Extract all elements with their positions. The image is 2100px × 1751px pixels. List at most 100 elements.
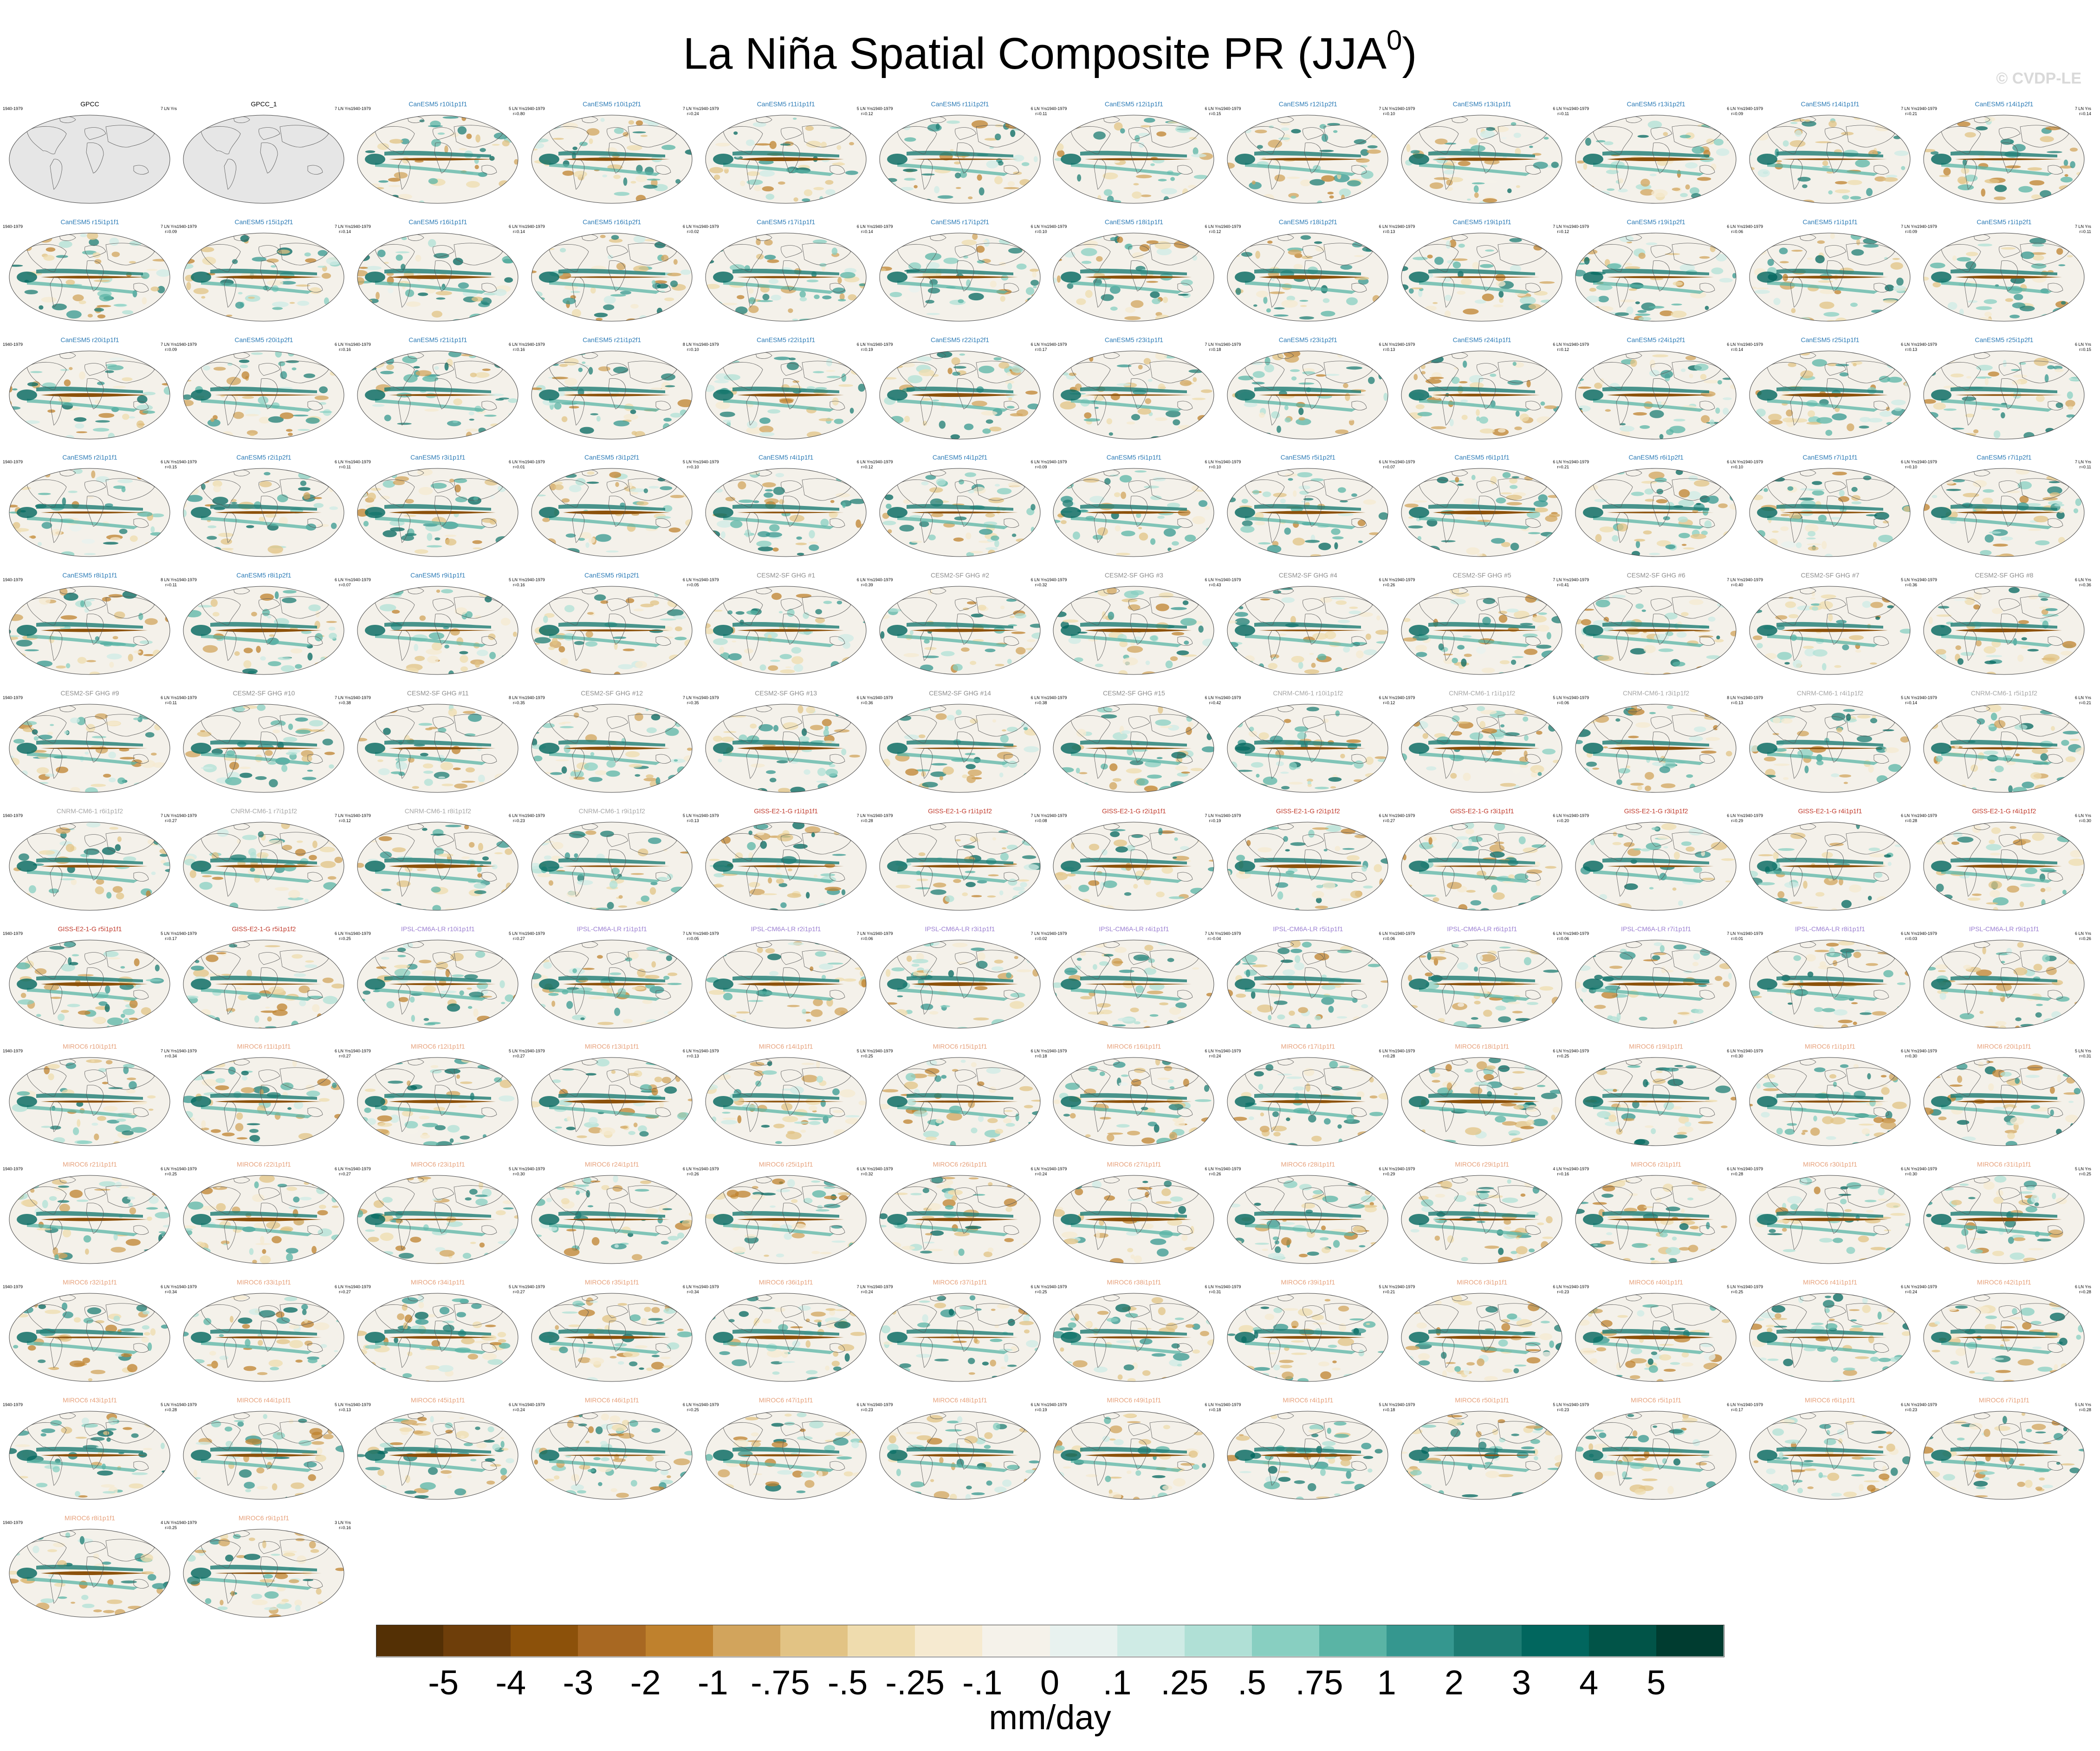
anomaly-blob (200, 246, 214, 252)
anomaly-blob (488, 393, 504, 396)
map-panel: CanESM5 r25i1p2f1 1940-1979 6 LN Yrs r=0.15 (1917, 336, 2091, 451)
anomaly-blob (1718, 503, 1728, 508)
coastline (920, 159, 933, 190)
coastline (1873, 401, 1889, 410)
map-panel-field (531, 350, 693, 440)
coastline (1149, 478, 1199, 501)
anomaly-blob (370, 488, 381, 491)
anomaly-blob (1057, 150, 1065, 157)
anomaly-blob (1251, 180, 1256, 185)
anomaly-blob (1032, 660, 1040, 667)
anomaly-blob (193, 590, 209, 595)
coastline (2048, 283, 2063, 292)
anomaly-blob (1656, 540, 1671, 547)
title-superscript: 0 (1386, 25, 1402, 56)
anomaly-blob (502, 140, 510, 147)
anomaly-blob (1053, 126, 1062, 130)
map-panel-stats: 7 LN Yrs r=0.24 (683, 106, 699, 117)
map-panel-field (1923, 586, 2085, 675)
map-panel: CESM2-SF GHG #13 1940-1979 6 LN Yrs r=0.36 (699, 689, 873, 804)
map-panel-field (531, 115, 693, 204)
anomaly-blob (546, 671, 563, 675)
anomaly-blob (1724, 599, 1733, 603)
anomaly-blob (2018, 620, 2029, 624)
anomaly-blob (265, 750, 273, 756)
anomaly-blob (713, 199, 729, 203)
map-panel-event-count: 6 LN Yrs (856, 460, 873, 465)
anomaly-blob (2038, 199, 2054, 203)
anomaly-blob (1879, 376, 1891, 383)
anomaly-blob (1756, 530, 1765, 538)
anomaly-blob (1594, 499, 1607, 502)
coastline (1593, 480, 1633, 508)
map-panel-period: 1940-1979 (1047, 460, 1067, 465)
wet-band-south (375, 280, 486, 294)
anomaly-blob (128, 654, 133, 662)
anomaly-blob (1648, 472, 1665, 480)
anomaly-blob (953, 365, 966, 369)
anomaly-blob (1896, 603, 1908, 606)
anomaly-blob (1457, 290, 1466, 295)
map-panel-stats: 6 LN Yrs r=0.10 (1727, 460, 1743, 470)
anomaly-blob (1757, 169, 1770, 177)
anomaly-blob (1206, 428, 1212, 430)
anomaly-blob (473, 497, 478, 502)
anomaly-blob (381, 706, 398, 713)
wet-band-south (1245, 398, 1357, 412)
anomaly-blob (512, 175, 518, 178)
anomaly-blob (9, 661, 19, 666)
anomaly-blob (1287, 176, 1301, 179)
map-panel-event-count: 6 LN Yrs (335, 577, 351, 583)
anomaly-blob (226, 314, 233, 317)
anomaly-blob (673, 259, 678, 265)
coastline (1790, 395, 1803, 426)
anomaly-blob (1750, 189, 1758, 193)
anomaly-blob (1412, 551, 1428, 557)
wet-band-south (1767, 163, 1879, 176)
anomaly-blob (705, 249, 717, 253)
anomaly-blob (183, 771, 190, 779)
coastline (1846, 243, 1895, 266)
map-panel-title: CanESM5 r9i1p1f1 (410, 571, 466, 579)
anomaly-blob (1325, 321, 1340, 324)
coastline (920, 277, 933, 308)
anomaly-blob (1280, 122, 1291, 126)
anomaly-blob (1982, 674, 1990, 675)
anomaly-blob (445, 538, 457, 546)
coastline (26, 244, 67, 272)
anomaly-blob (886, 551, 892, 557)
anomaly-blob (1109, 432, 1114, 436)
maritime-continent-anomaly (17, 271, 37, 283)
map-border (9, 586, 170, 675)
anomaly-blob (1540, 401, 1545, 406)
anomaly-blob (1879, 410, 1892, 417)
anomaly-blob (988, 497, 1004, 504)
anomaly-blob (789, 515, 804, 522)
map-panel-period: 1940-1979 (1395, 106, 1415, 111)
anomaly-blob (1818, 515, 1827, 523)
map-border (1401, 350, 1562, 440)
anomaly-blob (1205, 506, 1210, 510)
anomaly-blob (389, 233, 393, 241)
anomaly-blob (1469, 375, 1484, 383)
coastline (201, 126, 241, 155)
wet-band-north (1254, 150, 1361, 157)
anomaly-blob (857, 130, 864, 138)
anomaly-blob (1152, 298, 1161, 304)
map-panel-field (9, 468, 170, 557)
map-panel-event-count: 7 LN Yrs (2075, 224, 2091, 229)
anomaly-blob (1991, 608, 2003, 614)
coastline (1846, 361, 1895, 383)
anomaly-blob (585, 631, 593, 638)
wet-band-south (1941, 398, 2053, 412)
coastline (1699, 165, 1715, 175)
map-panel-event-count: 6 LN Yrs (1031, 224, 1047, 229)
map-panel-pattern-correlation: r=0.24 (687, 111, 699, 116)
coastline (1419, 480, 1459, 508)
map-panel-title: CanESM5 r23i1p2f1 (1278, 336, 1337, 344)
map-panel-field (1053, 350, 1214, 440)
map-border (1575, 233, 1737, 322)
coastline (1497, 243, 1547, 266)
anomaly-blob (1011, 586, 1024, 593)
anomaly-blob (1581, 667, 1591, 670)
